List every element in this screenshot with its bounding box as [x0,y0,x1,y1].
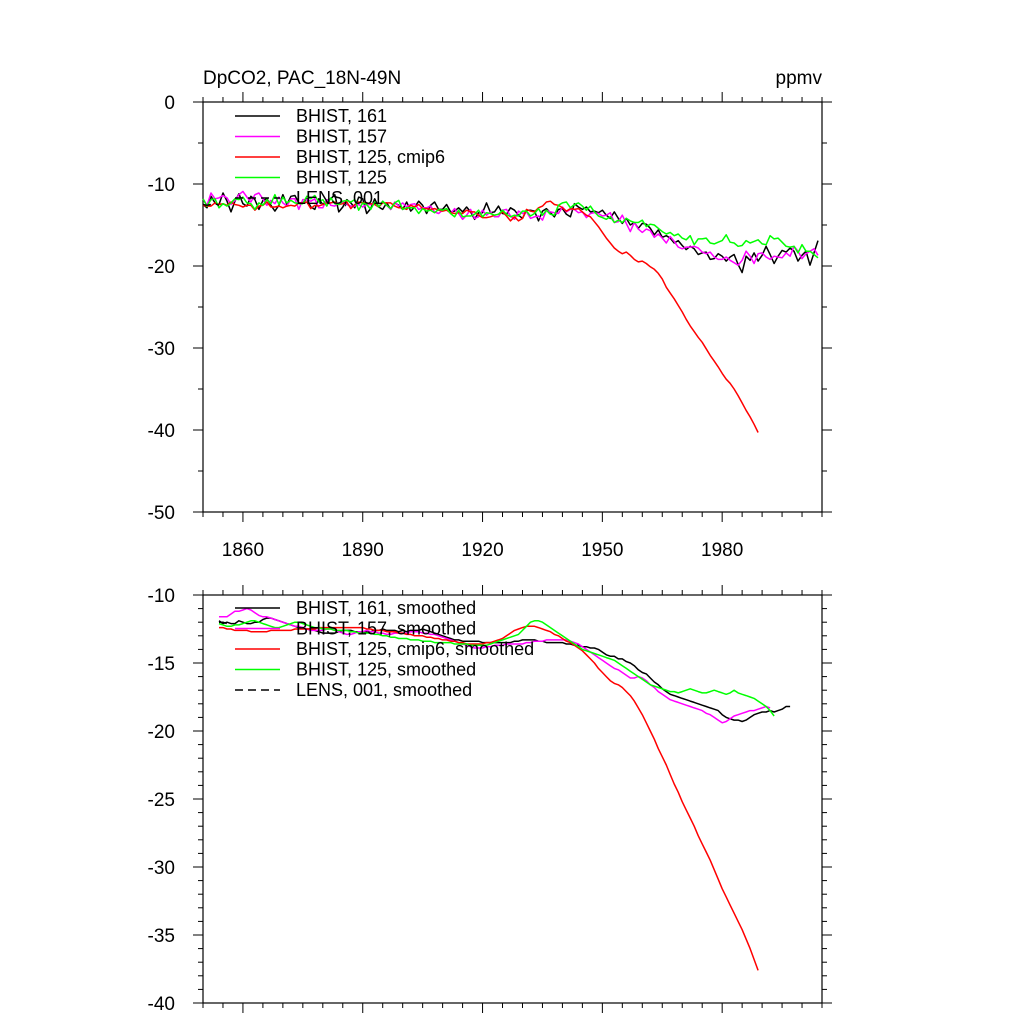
x-tick-label: 1890 [342,540,384,561]
top-panel: 1860 1890 1920 1950 1980 0 -10 -20 -30 -40 -50 BHIS… [148,92,832,561]
x-tick-label: 1920 [461,540,503,561]
y-tick-label: -35 [148,926,175,947]
y-tick-label: -40 [148,421,175,442]
series-line-bhist-157-smoothed [219,607,771,724]
y-tick-label: -30 [148,858,175,879]
bottom-panel: -10 -15 -20 -25 -30 -35 -40 BHIST, 161, smoothe… [148,585,832,1015]
legend-label: BHIST, 157, smoothed [296,619,476,639]
chart-title: DpCO2, PAC_18N-49N [203,68,401,89]
legend-label: LENS, 001 [296,188,383,208]
legend-label: BHIST, 161 [296,106,387,126]
legend-label: BHIST, 125, smoothed [296,660,476,680]
series-line-lens-001 [202,202,220,207]
x-tick-label: 1950 [581,540,623,561]
legend-label: BHIST, 125, cmip6, smoothed [296,639,534,659]
y-tick-label: -10 [148,586,175,607]
x-tick-label: 1860 [222,540,264,561]
legend-label: BHIST, 161, smoothed [296,598,476,618]
legend-label: LENS, 001, smoothed [296,680,472,700]
y-tick-label: -20 [148,722,175,743]
series-line-bhist-125 [202,193,819,259]
y-tick-label: -20 [148,257,175,278]
y-tick-label: -50 [148,503,175,524]
y-tick-label: -25 [148,790,175,811]
chart-units: ppmv [776,68,823,89]
y-tick-label: -10 [148,175,175,196]
series-line-lens-001-smoothed [219,621,228,625]
legend-label: BHIST, 125, cmip6 [296,147,445,167]
series-line-bhist-125-cmip6-smoothed [219,625,759,971]
legend-label: BHIST, 125 [296,168,387,188]
y-tick-label: -15 [148,654,175,675]
y-tick-label: 0 [164,93,175,114]
x-tick-label: 1980 [701,540,743,561]
y-tick-label: -40 [148,994,175,1015]
y-tick-label: -30 [148,339,175,360]
series-line-bhist-125-smoothed [218,620,775,717]
legend-label: BHIST, 157 [296,127,387,147]
series-line-bhist-125-cmip6 [202,200,759,433]
